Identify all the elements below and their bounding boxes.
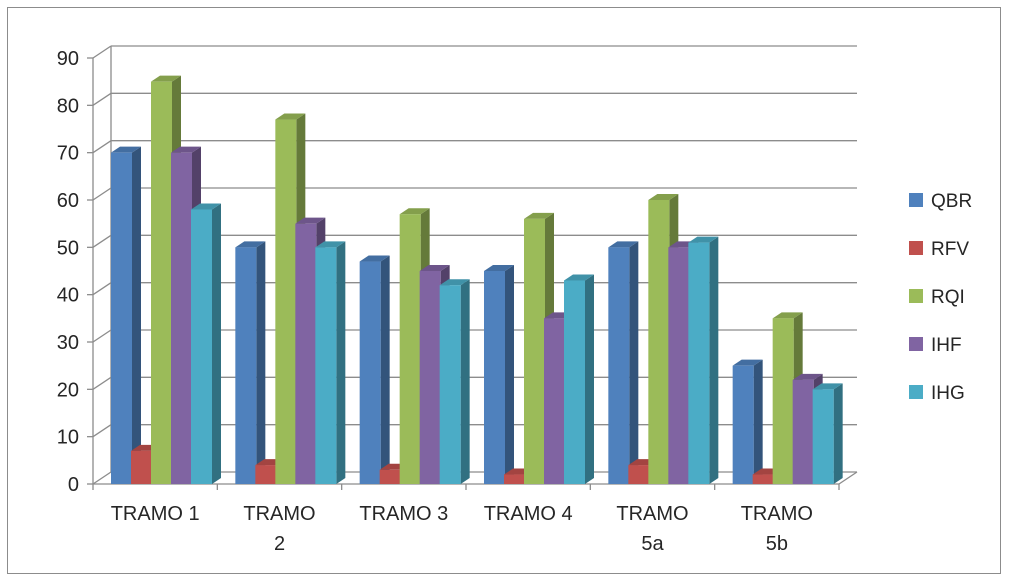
bar-qbr: [111, 146, 141, 484]
gridline-side: [92, 471, 112, 485]
legend-label: IHG: [931, 383, 965, 404]
gridline-side: [92, 329, 112, 343]
x-tick-label: TRAMO 5b: [741, 503, 813, 555]
gridline-side: [92, 140, 112, 154]
x-tick-label: TRAMO 2: [243, 503, 315, 555]
bar-qbr: [608, 241, 639, 484]
legend-swatch: [909, 385, 923, 399]
bar-qbr: [484, 265, 514, 484]
gridline-side: [92, 376, 112, 390]
bar-ihg: [812, 383, 843, 484]
x-tick-label: TRAMO 1: [111, 503, 200, 525]
legend-swatch: [909, 241, 923, 255]
gridline-side: [92, 45, 112, 59]
bar-qbr: [235, 241, 266, 484]
legend-label: RQI: [931, 287, 965, 308]
legend-swatch: [909, 289, 923, 303]
legend-label: IHF: [931, 335, 962, 356]
y-tick-label: 60: [57, 190, 79, 212]
y-tick-label: 70: [57, 143, 79, 165]
gridline-side: [92, 234, 112, 248]
legend-item-qbr: QBR: [909, 191, 972, 212]
gridline-side: [92, 424, 112, 438]
bar-chart: 0 10 20 30 40 50 60 70 80 90 TRAMO 1 TRAMO 2 TRAMO 3…: [57, 45, 972, 555]
legend: QBR RFV RQI IHF IHG: [909, 191, 972, 404]
legend-item-rfv: RFV: [909, 239, 969, 260]
chart-area: 0 10 20 30 40 50 60 70 80 90 TRAMO 1 TRAMO 2 TRAMO 3…: [7, 7, 1001, 574]
legend-label: RFV: [931, 239, 969, 260]
legend-item-rqi: RQI: [909, 287, 965, 308]
bar-ihg: [439, 279, 470, 484]
y-tick-label: 0: [68, 474, 79, 496]
gridline-side: [92, 187, 112, 201]
y-tick-label: 90: [57, 48, 79, 70]
legend-item-ihg: IHG: [909, 383, 965, 404]
x-tick-label: TRAMO 3: [359, 503, 448, 525]
bar-qbr: [732, 359, 763, 484]
bar-ihg: [688, 236, 719, 484]
gridline-side: [92, 282, 112, 296]
gridline-side: [92, 92, 112, 106]
legend-label: QBR: [931, 191, 972, 212]
y-tick-label: 80: [57, 95, 79, 117]
bar-qbr: [359, 255, 390, 484]
x-axis-tick-labels: TRAMO 1 TRAMO 2 TRAMO 3 TRAMO 4 TRAMO 5a TRAMO 5…: [111, 503, 813, 555]
y-tick-label: 20: [57, 379, 79, 401]
bar-ihg: [191, 203, 221, 484]
y-axis-tick-labels: 0 10 20 30 40 50 60 70 80 90: [57, 48, 79, 496]
y-tick-label: 50: [57, 237, 79, 259]
x-tick-label: TRAMO 4: [484, 503, 573, 525]
y-tick-label: 10: [57, 427, 79, 449]
legend-swatch: [909, 193, 923, 207]
bar-ihg: [315, 241, 346, 484]
y-tick-label: 30: [57, 332, 79, 354]
bar-ihg: [564, 274, 594, 484]
x-tick-label: TRAMO 5a: [616, 503, 688, 555]
legend-item-ihf: IHF: [909, 335, 962, 356]
floor-edge: [838, 471, 858, 485]
y-tick-label: 40: [57, 285, 79, 307]
legend-swatch: [909, 337, 923, 351]
bars: [111, 75, 843, 485]
